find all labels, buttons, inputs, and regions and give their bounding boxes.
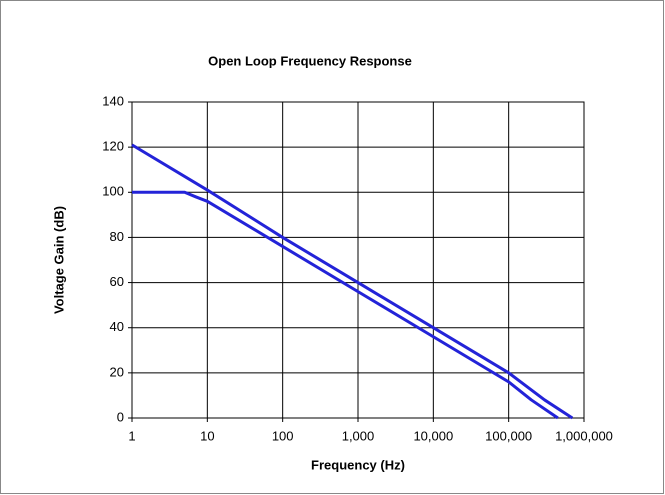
x-tick-label: 1,000: [342, 428, 375, 443]
series-line: [132, 190, 559, 420]
y-tick-label: 60: [110, 274, 124, 289]
chart-title: Open Loop Frequency Response: [208, 53, 412, 68]
x-tick-label: 1,000,000: [555, 428, 613, 443]
x-tick-label: 10,000: [413, 428, 453, 443]
y-tick-label: 140: [102, 93, 124, 108]
y-tick-label: 20: [110, 364, 124, 379]
y-axis-label: Voltage Gain (dB): [51, 206, 66, 314]
y-tick-label: 40: [110, 319, 124, 334]
series-line: [131, 143, 574, 420]
y-tick-label: 80: [110, 229, 124, 244]
y-tick-label: 100: [102, 184, 124, 199]
x-tick-label: 1: [128, 428, 135, 443]
y-tick-label: 0: [117, 409, 124, 424]
y-tick-label: 120: [102, 139, 124, 154]
x-tick-label: 10: [200, 428, 214, 443]
x-tick-label: 100: [272, 428, 294, 443]
x-tick-label: 100,000: [485, 428, 532, 443]
x-axis-label: Frequency (Hz): [311, 457, 405, 472]
